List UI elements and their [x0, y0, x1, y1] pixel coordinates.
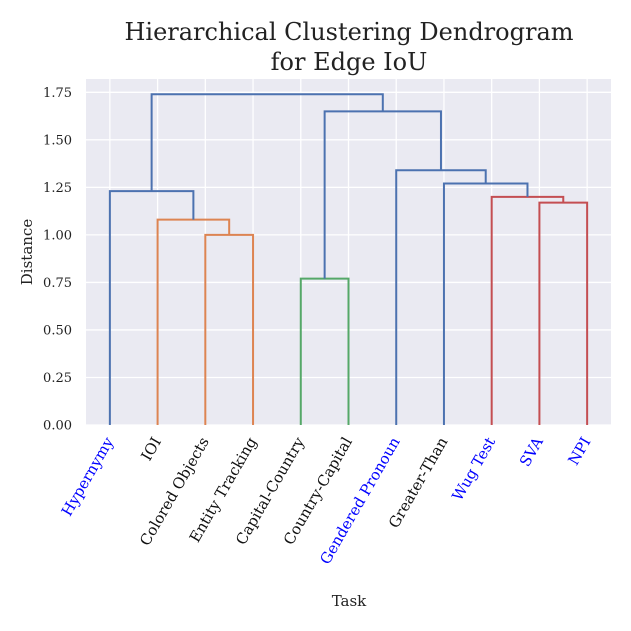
x-tick-label: SVA: [516, 434, 547, 470]
y-tick-label: 1.75: [43, 86, 72, 101]
x-tick-label: Hypernymy: [58, 434, 118, 520]
y-tick-label: 0.00: [43, 419, 72, 434]
x-tick-label: NPI: [564, 434, 594, 468]
chart-title: Hierarchical Clustering Dendrogram for E…: [124, 18, 573, 76]
y-tick-label: 1.25: [43, 181, 72, 196]
chart-title-line-1: Hierarchical Clustering Dendrogram: [124, 18, 573, 46]
y-tick-label: 1.00: [43, 228, 72, 243]
x-tick-label: Wug Test: [448, 434, 499, 504]
y-axis-ticks: 0.00 0.25 0.50 0.75 1.00 1.25 1.50 1.75: [43, 86, 72, 434]
x-axis-title: Task: [332, 592, 367, 610]
y-axis-title: Distance: [18, 219, 36, 286]
y-tick-label: 0.75: [43, 276, 72, 291]
dendrogram-link: [150, 93, 384, 192]
y-tick-label: 0.50: [43, 323, 72, 338]
dendrogram-links: [108, 93, 589, 425]
y-tick-label: 1.50: [43, 133, 72, 148]
chart-title-line-2: for Edge IoU: [271, 48, 428, 76]
x-tick-label: IOI: [137, 434, 165, 464]
y-tick-label: 0.25: [43, 371, 72, 386]
